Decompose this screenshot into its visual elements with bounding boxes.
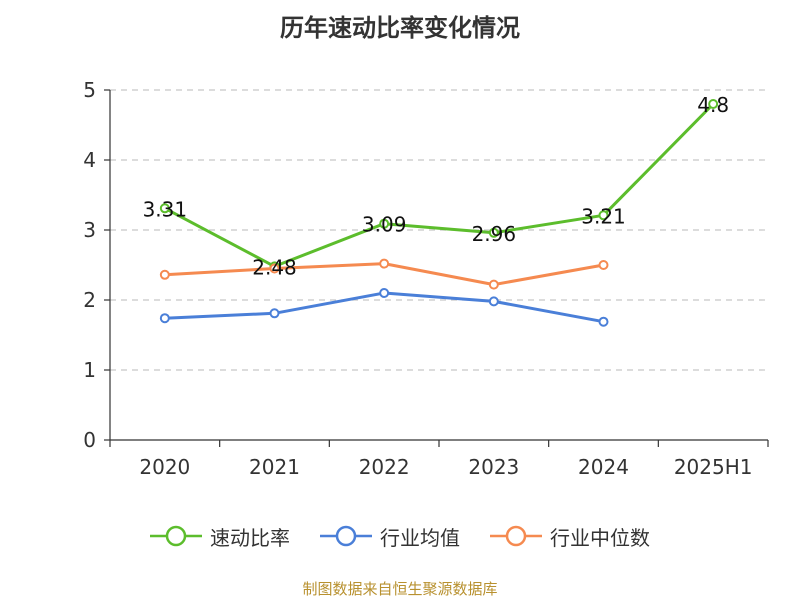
- data-label: 4.8: [697, 93, 729, 117]
- data-point: [488, 227, 499, 238]
- data-point: [269, 263, 280, 274]
- legend-marker-icon: [320, 525, 372, 547]
- data-point: [379, 288, 390, 298]
- y-tick-label: 1: [83, 358, 96, 382]
- x-tick-label: 2021: [249, 455, 300, 479]
- series-lines: [159, 99, 719, 327]
- legend-item[interactable]: 行业中位数: [490, 522, 650, 551]
- legend: 速动比率 行业均值 行业中位数: [0, 518, 800, 554]
- data-label: 3.09: [362, 213, 407, 237]
- data-point: [159, 203, 170, 214]
- data-point: [159, 269, 170, 280]
- data-label: 3.21: [581, 204, 626, 228]
- data-point: [379, 218, 390, 229]
- legend-label: 行业中位数: [550, 525, 650, 550]
- data-point: [708, 99, 719, 109]
- data-labels: 3.31 2.48 3.09 2.96 3.21 4.8: [143, 93, 730, 279]
- y-tick-label: 3: [83, 218, 96, 242]
- series-0: [159, 99, 719, 272]
- legend-marker-icon: [150, 525, 202, 547]
- legend-marker-icon: [490, 525, 542, 547]
- series-1: [159, 288, 609, 327]
- data-point: [488, 296, 499, 307]
- data-point: [159, 313, 170, 324]
- x-tick-label: 2025H1: [674, 455, 753, 479]
- legend-label: 速动比率: [210, 525, 290, 550]
- y-tick-label: 2: [83, 288, 96, 312]
- data-label: 3.31: [143, 197, 188, 221]
- x-tick-label: 2022: [359, 455, 410, 479]
- chart-title: 历年速动比率变化情况: [280, 14, 520, 42]
- data-point: [598, 210, 609, 221]
- data-point: [488, 279, 499, 290]
- y-tick-label: 0: [83, 428, 96, 452]
- data-label: 2.48: [252, 255, 297, 279]
- legend-item[interactable]: 行业均值: [320, 522, 460, 551]
- legend-label: 行业均值: [380, 525, 460, 550]
- data-point: [598, 260, 609, 270]
- axes: 0 1 2 3 4 5 2020 2021 2022 2023 2024 2025H1: [83, 78, 769, 479]
- x-tick-label: 2024: [578, 455, 629, 479]
- series-2: [159, 258, 609, 290]
- x-tick-label: 2023: [468, 455, 519, 479]
- y-tick-label: 5: [83, 78, 96, 102]
- data-point: [269, 308, 280, 319]
- legend-item[interactable]: 速动比率: [150, 522, 290, 551]
- y-tick-label: 4: [83, 148, 96, 172]
- source-note: 制图数据来自恒生聚源数据库: [302, 580, 498, 598]
- x-tick-label: 2020: [139, 455, 190, 479]
- series-line: [164, 102, 715, 268]
- data-point: [598, 316, 609, 327]
- data-label: 2.96: [472, 222, 517, 246]
- data-point: [379, 258, 390, 269]
